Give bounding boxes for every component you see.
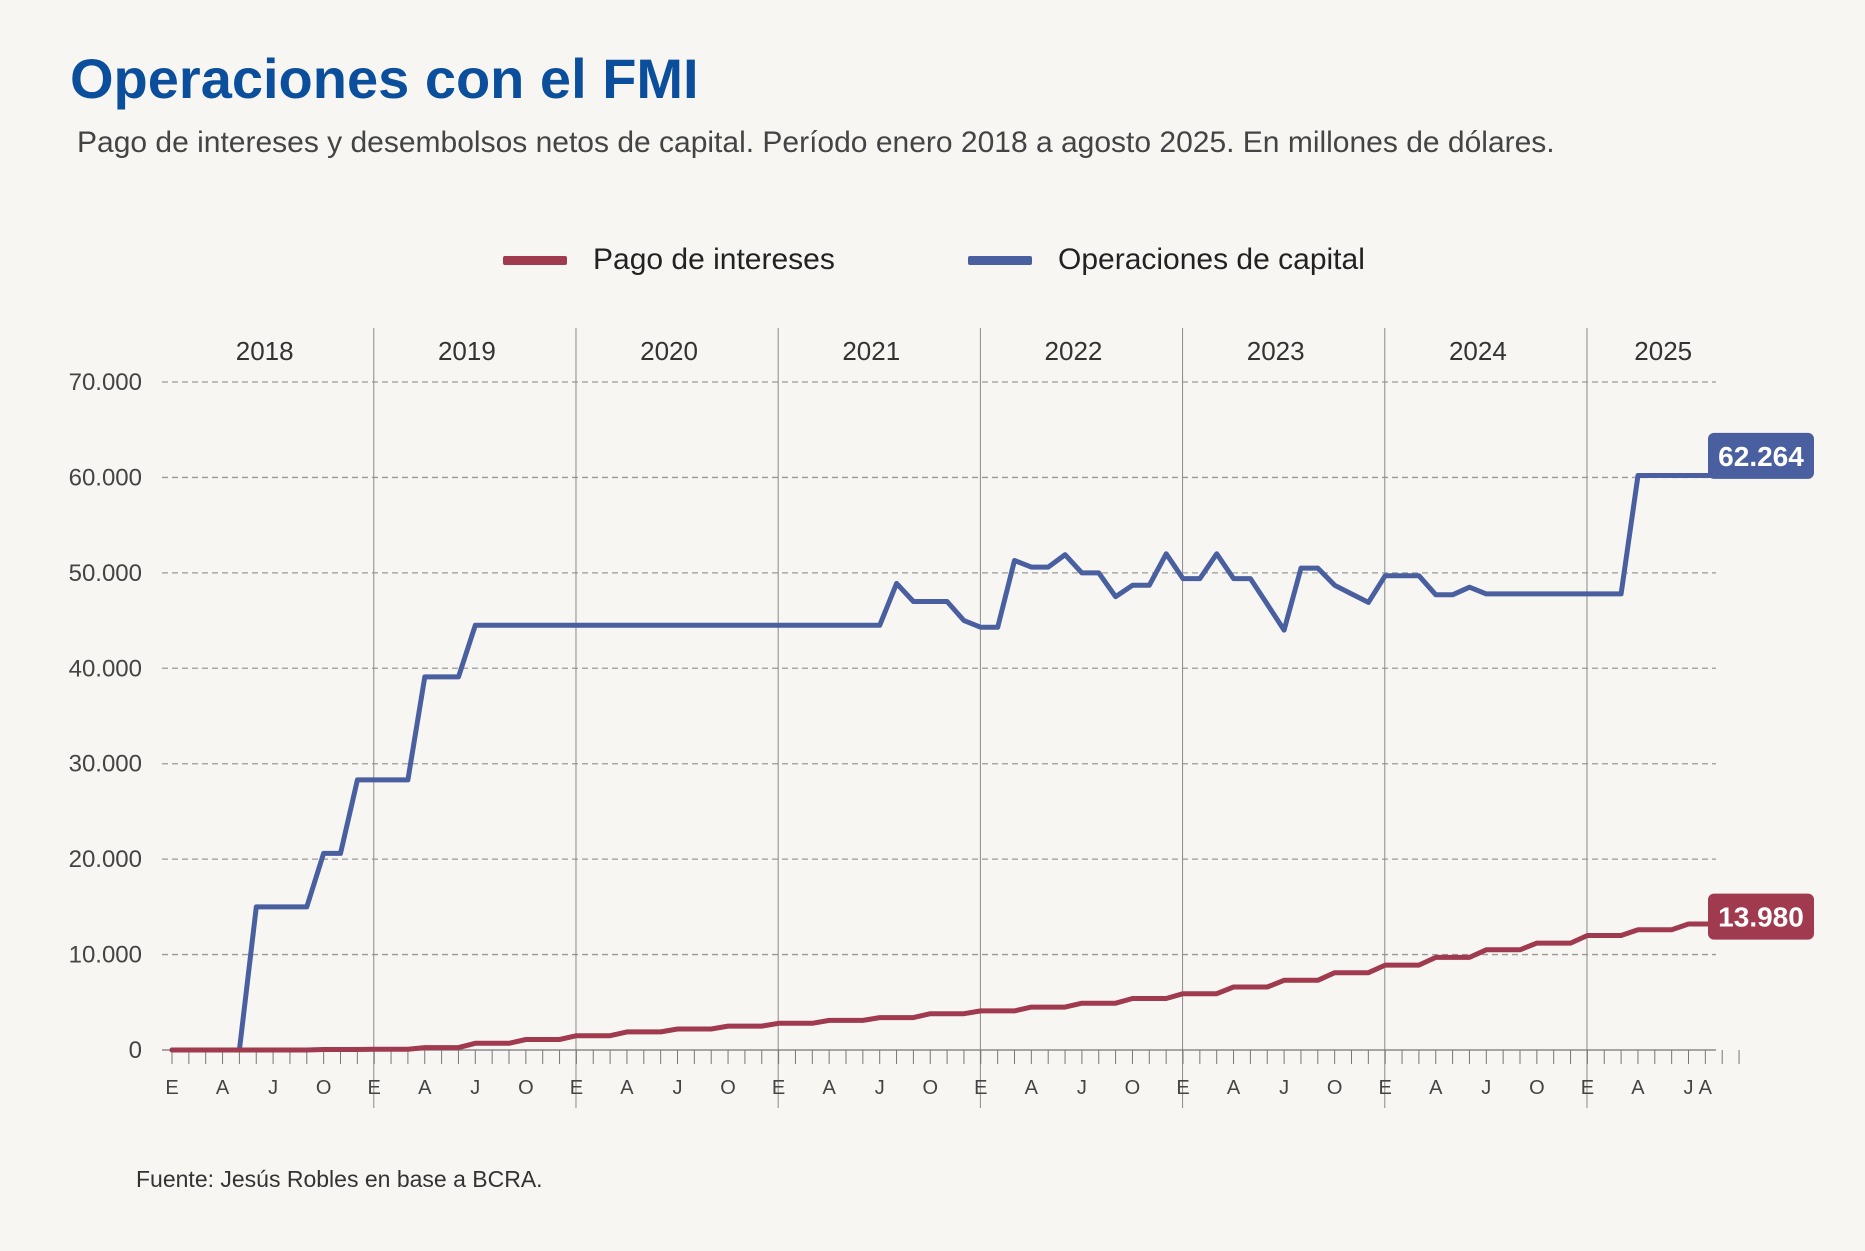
x-tick-label: O: [720, 1077, 736, 1099]
year-label: 2022: [1045, 336, 1103, 366]
x-tick-label: E: [772, 1077, 785, 1099]
end-label-intereses: 13.980: [1708, 893, 1814, 940]
y-tick-label: 10.000: [69, 942, 142, 969]
year-label: 2021: [842, 336, 900, 366]
x-tick-label: E: [1581, 1077, 1594, 1099]
x-tick-label: A: [418, 1077, 432, 1099]
x-tick-label: J: [1481, 1077, 1491, 1099]
y-tick-label: 30.000: [69, 751, 142, 778]
x-tick-label: O: [518, 1077, 534, 1099]
y-tick-label: 50.000: [69, 560, 142, 587]
year-label: 2018: [236, 336, 294, 366]
legend-label-intereses: Pago de intereses: [593, 243, 835, 276]
x-tick-label: O: [1125, 1077, 1141, 1099]
end-label-value: 62.264: [1718, 441, 1804, 472]
legend-item-capital: Operaciones de capital: [968, 238, 1365, 282]
x-tick-label: J: [268, 1077, 278, 1099]
x-tick-label: J: [875, 1077, 885, 1099]
x-tick-label: E: [165, 1077, 178, 1099]
legend-swatch-intereses: [503, 255, 567, 265]
legend-item-intereses: Pago de intereses: [503, 238, 835, 282]
x-tick-label: A: [1631, 1077, 1645, 1099]
year-label: 2024: [1449, 336, 1507, 366]
x-tick-label: A: [1699, 1077, 1713, 1099]
x-tick-label: E: [1176, 1077, 1189, 1099]
end-label-capital: 62.264: [1708, 432, 1814, 479]
x-tick-label: O: [316, 1077, 332, 1099]
y-gridlines: [162, 381, 1716, 956]
x-tick-label: A: [216, 1077, 230, 1099]
x-tick-label: E: [1379, 1077, 1392, 1099]
year-label: 2019: [438, 336, 496, 366]
end-label-box: [1708, 432, 1814, 479]
chart-subtitle: Pago de intereses y desembolsos netos de…: [77, 126, 1555, 159]
year-label: 2025: [1634, 336, 1692, 366]
x-tick-label: A: [822, 1077, 836, 1099]
x-tick-label: A: [620, 1077, 634, 1099]
x-tick-label: A: [1227, 1077, 1241, 1099]
y-tick-label: 0: [129, 1037, 142, 1064]
x-tick-label: A: [1429, 1077, 1443, 1099]
y-tick-label: 20.000: [69, 846, 142, 873]
x-tick-label: O: [1529, 1077, 1545, 1099]
x-tick-label: E: [368, 1077, 381, 1099]
end-label-value: 13.980: [1718, 902, 1804, 933]
x-tick-label: A: [1025, 1077, 1039, 1099]
x-tick-label: O: [922, 1077, 938, 1099]
y-tick-label: 70.000: [69, 369, 142, 396]
source-note: Fuente: Jesús Robles en base a BCRA.: [136, 1166, 543, 1192]
x-tick-label: E: [974, 1077, 987, 1099]
chart-title: Operaciones con el FMI: [70, 47, 699, 110]
x-tick-label: E: [570, 1077, 583, 1099]
x-tick-label: J: [470, 1077, 480, 1099]
y-tick-label: 60.000: [69, 464, 142, 491]
y-tick-label: 40.000: [69, 655, 142, 682]
x-tick-label: J: [1279, 1077, 1289, 1099]
end-label-box: [1708, 893, 1814, 940]
series-line-intereses: [169, 914, 1742, 1053]
legend-label-capital: Operaciones de capital: [1058, 243, 1365, 276]
series-line-capital: [169, 453, 1742, 1053]
year-label: 2020: [640, 336, 698, 366]
x-tick-label: J: [1684, 1077, 1694, 1099]
x-tick-label: J: [1077, 1077, 1087, 1099]
x-tick-label: O: [1327, 1077, 1343, 1099]
legend: Pago de intereses Operaciones de capital: [0, 238, 1865, 282]
x-tick-label: J: [673, 1077, 683, 1099]
legend-swatch-capital: [968, 255, 1032, 265]
year-label: 2023: [1247, 336, 1305, 366]
